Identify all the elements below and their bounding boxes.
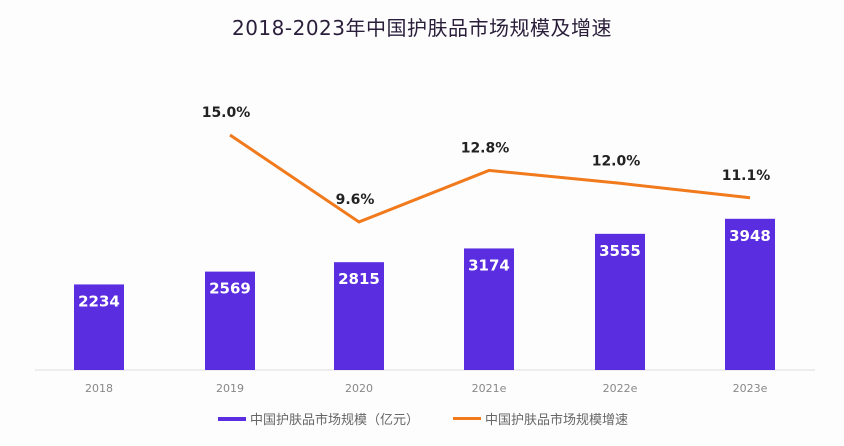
bar-data-label: 3555 [599, 242, 641, 260]
bar-data-label: 3174 [468, 256, 510, 274]
bar [725, 218, 775, 370]
legend-swatch-bar [218, 416, 246, 421]
bar [205, 271, 255, 370]
bar-data-label: 2815 [338, 270, 380, 288]
legend-swatch-line [453, 417, 481, 420]
bar-data-label: 2234 [78, 292, 120, 310]
x-tick-label: 2020 [345, 382, 373, 395]
legend-label-line: 中国护肤品市场规模增速 [485, 413, 629, 428]
line-data-label: 15.0% [202, 105, 251, 121]
line-data-label: 11.1% [722, 168, 771, 184]
x-tick-label: 2021e [472, 382, 507, 395]
line-data-label: 12.0% [592, 153, 641, 169]
bar-data-label: 3948 [729, 227, 771, 245]
bar-data-label: 2569 [209, 280, 251, 298]
legend-label-bar: 中国护肤品市场规模（亿元） [250, 413, 420, 428]
bar [595, 233, 645, 370]
legend-item-line: 中国护肤品市场规模增速 [453, 409, 628, 428]
x-tick-label: 2019 [216, 382, 244, 395]
line-data-label: 12.8% [461, 140, 510, 156]
legend-item-bar: 中国护肤品市场规模（亿元） [218, 409, 419, 428]
bar [74, 284, 124, 370]
chart-title: 2018-2023年中国护肤品市场规模及增速 [231, 16, 612, 40]
line-data-label: 9.6% [336, 192, 375, 208]
x-tick-label: 2023e [733, 382, 768, 395]
x-tick-label: 2018 [85, 382, 113, 395]
bar [464, 248, 514, 370]
bar [334, 262, 384, 370]
x-tick-label: 2022e [603, 382, 638, 395]
